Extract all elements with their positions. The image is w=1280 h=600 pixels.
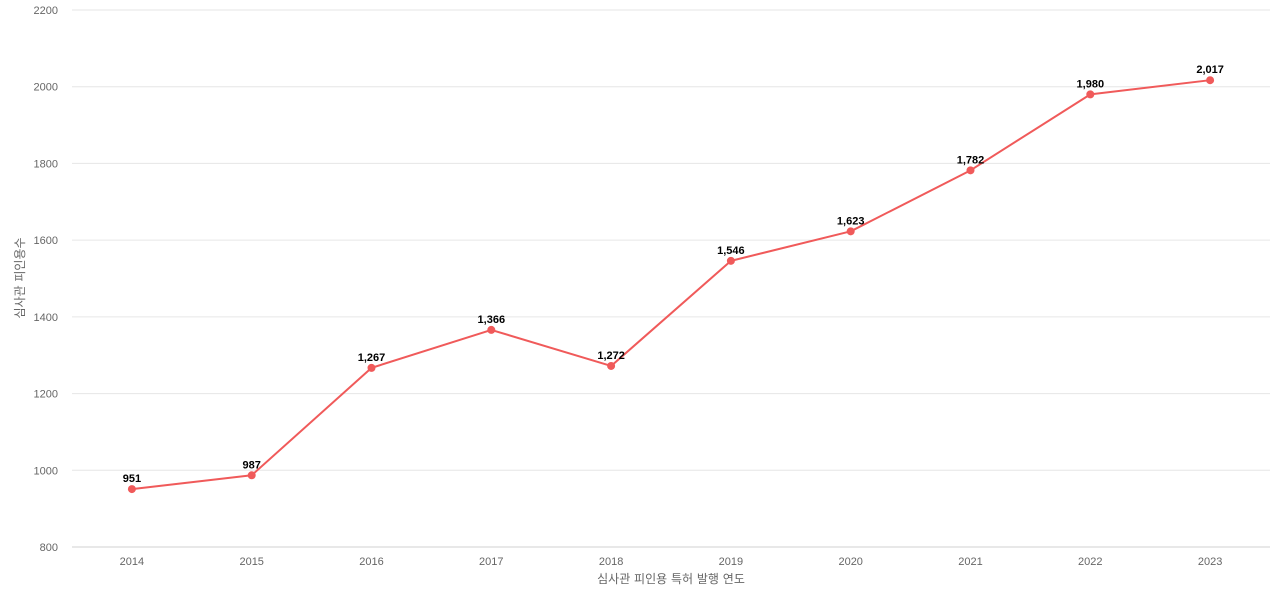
y-axis-ticks: 800 1000 1200 1400 1600 1800 2000 2200 xyxy=(34,5,58,554)
data-label: 1,546 xyxy=(717,245,745,257)
x-tick-label: 2018 xyxy=(599,556,623,568)
y-tick-label: 1600 xyxy=(34,235,58,247)
data-label: 1,782 xyxy=(957,154,985,166)
data-labels: 951 987 1,267 1,366 1,272 1,546 1,623 1,782 1,98… xyxy=(123,64,1224,485)
data-point[interactable] xyxy=(1206,76,1215,85)
data-label: 2,017 xyxy=(1196,64,1224,76)
data-label: 1,267 xyxy=(358,352,386,364)
data-label: 1,980 xyxy=(1077,78,1105,90)
x-tick-label: 2019 xyxy=(719,556,743,568)
data-label: 1,366 xyxy=(478,314,506,326)
data-point[interactable] xyxy=(607,361,616,370)
data-point[interactable] xyxy=(487,325,496,334)
data-point[interactable] xyxy=(726,256,735,265)
x-tick-label: 2014 xyxy=(120,556,144,568)
data-point[interactable] xyxy=(247,471,256,480)
data-point[interactable] xyxy=(846,227,855,236)
data-label: 1,623 xyxy=(837,215,865,227)
series-layer xyxy=(127,76,1215,494)
x-axis-title: 심사관 피인용 특허 발행 연도 xyxy=(597,571,745,586)
data-point[interactable] xyxy=(1086,90,1095,99)
gridlines xyxy=(72,9,1270,548)
x-tick-label: 2022 xyxy=(1078,556,1102,568)
data-label: 987 xyxy=(243,459,261,471)
x-axis-ticks: 2014 2015 2016 2017 2018 2019 2020 2021 2022 2023 xyxy=(120,556,1223,568)
y-tick-label: 2000 xyxy=(34,82,58,94)
y-tick-label: 2200 xyxy=(34,5,58,17)
y-tick-label: 1800 xyxy=(34,158,58,170)
data-point[interactable] xyxy=(127,485,136,494)
x-tick-label: 2020 xyxy=(838,556,862,568)
data-point[interactable] xyxy=(966,166,975,175)
y-tick-label: 800 xyxy=(40,542,58,554)
x-tick-label: 2023 xyxy=(1198,556,1222,568)
series-line xyxy=(131,79,1211,491)
y-tick-label: 1200 xyxy=(34,389,58,401)
x-tick-label: 2021 xyxy=(958,556,982,568)
x-tick-label: 2016 xyxy=(359,556,383,568)
data-label: 951 xyxy=(123,473,141,485)
y-tick-label: 1000 xyxy=(34,465,58,477)
x-tick-label: 2017 xyxy=(479,556,503,568)
data-point[interactable] xyxy=(367,363,376,372)
data-label: 1,272 xyxy=(597,350,625,362)
x-tick-label: 2015 xyxy=(239,556,263,568)
y-tick-label: 1400 xyxy=(34,312,58,324)
y-axis-title: 심사관 피인용수 xyxy=(13,237,27,318)
